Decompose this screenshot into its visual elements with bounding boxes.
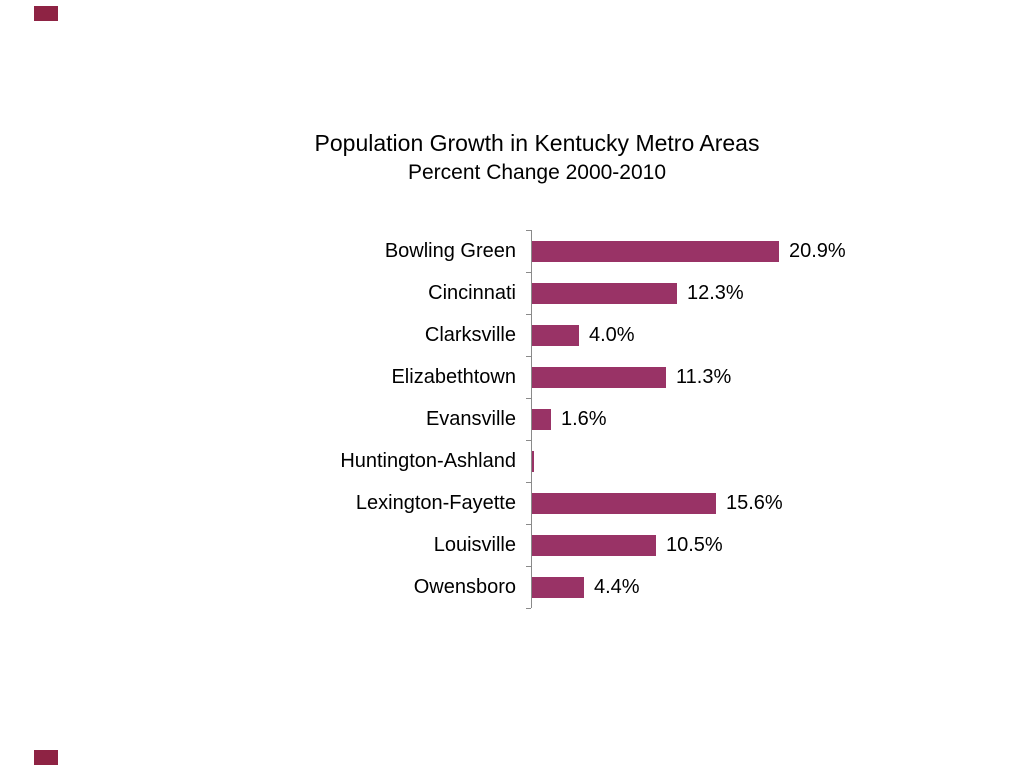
bar xyxy=(532,240,779,262)
value-label: 15.6% xyxy=(726,491,783,514)
axis-tick xyxy=(526,356,531,357)
category-label: Huntington-Ashland xyxy=(340,449,516,472)
axis-tick xyxy=(526,272,531,273)
corner-decor-top xyxy=(34,6,58,21)
bar-area xyxy=(531,440,862,482)
bar xyxy=(532,534,656,556)
category-label: Owensboro xyxy=(413,575,516,598)
chart-row: Lexington-Fayette 15.6% xyxy=(220,482,862,524)
chart-subtitle: Percent Change 2000-2010 xyxy=(407,161,667,185)
bar-area: 20.9% xyxy=(531,230,862,272)
axis-tick xyxy=(526,398,531,399)
chart-row: Bowling Green 20.9% xyxy=(220,230,862,272)
bar xyxy=(532,408,551,430)
category-label: Bowling Green xyxy=(384,239,516,262)
chart-row: Elizabethtown 11.3% xyxy=(220,356,862,398)
bar xyxy=(532,492,716,514)
value-label: 11.3% xyxy=(676,365,732,388)
axis-tick xyxy=(526,230,531,231)
axis-tick xyxy=(526,440,531,441)
value-label: 1.6% xyxy=(561,407,607,430)
value-label: 4.0% xyxy=(589,323,635,346)
chart-rows: Bowling Green 20.9% Cincinnati 12.3% Clarksv… xyxy=(220,230,862,608)
bar-area: 10.5% xyxy=(531,524,862,566)
value-label: 20.9% xyxy=(789,239,846,262)
axis-tick xyxy=(526,608,531,609)
category-label: Elizabethtown xyxy=(391,365,516,388)
bar-area: 4.4% xyxy=(531,566,862,608)
category-label: Cincinnati xyxy=(428,281,516,304)
bar xyxy=(532,576,584,598)
chart-row: Owensboro 4.4% xyxy=(220,566,862,608)
corner-decor-bottom xyxy=(34,750,58,765)
chart-row: Cincinnati 12.3% xyxy=(220,272,862,314)
chart-title: Population Growth in Kentucky Metro Area… xyxy=(314,130,760,156)
value-label: 10.5% xyxy=(666,533,723,556)
chart-row: Louisville 10.5% xyxy=(220,524,862,566)
value-label: 12.3% xyxy=(687,281,744,304)
axis-tick xyxy=(526,482,531,483)
category-label: Lexington-Fayette xyxy=(355,491,516,514)
bar xyxy=(532,450,534,472)
bar-area: 12.3% xyxy=(531,272,862,314)
chart-row: Huntington-Ashland xyxy=(220,440,862,482)
bar-area: 4.0% xyxy=(531,314,862,356)
category-label: Evansville xyxy=(425,407,516,430)
axis-tick xyxy=(526,524,531,525)
bar-area: 15.6% xyxy=(531,482,862,524)
chart-row: Evansville 1.6% xyxy=(220,398,862,440)
chart-row: Clarksville 4.0% xyxy=(220,314,862,356)
bar-chart: Bowling Green 20.9% Cincinnati 12.3% Clarksv… xyxy=(220,230,862,609)
axis-tick xyxy=(526,314,531,315)
bar-area: 1.6% xyxy=(531,398,862,440)
bar xyxy=(532,282,677,304)
title-block: Population Growth in Kentucky Metro Area… xyxy=(50,128,1024,187)
bar xyxy=(532,324,579,346)
axis-tick xyxy=(526,566,531,567)
category-label: Clarksville xyxy=(424,323,516,346)
bar-area: 11.3% xyxy=(531,356,862,398)
bar xyxy=(532,366,666,388)
category-label: Louisville xyxy=(433,533,516,556)
value-label: 4.4% xyxy=(594,575,640,598)
